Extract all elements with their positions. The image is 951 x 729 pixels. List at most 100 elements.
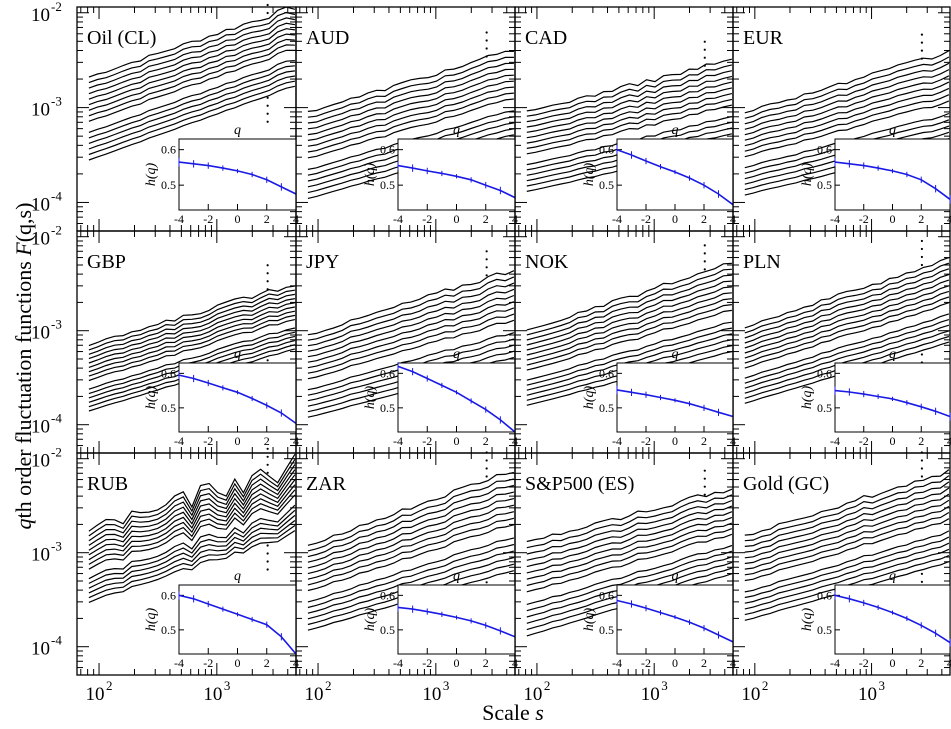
inset-y-tick-label: 0.5 [161, 401, 176, 415]
fq-curve [526, 516, 733, 574]
fq-curve [744, 469, 950, 536]
y-tick-label: 10 [31, 639, 50, 660]
fq-curve [88, 306, 296, 368]
inset-x-tick-label: 4 [947, 212, 951, 226]
fq-curve [526, 304, 732, 366]
fq-curve [307, 478, 515, 552]
inset-x-tick-label: -4 [830, 434, 840, 448]
inset-y-label: h(q) [582, 608, 597, 632]
x-tick-exponent: 2 [762, 678, 769, 693]
panel-pln: PLN q h(q)0.6 0.5 -4 -2 0 2 4 [732, 230, 951, 454]
end-dot [920, 49, 924, 52]
x-tick-exponent: 3 [443, 678, 450, 693]
inset-y-tick-label: 0.6 [599, 588, 614, 602]
x-tick-label: 10 [641, 684, 660, 705]
fq-curve [88, 75, 295, 150]
end-dot [920, 247, 924, 251]
inset-x-tick-label: -2 [641, 656, 651, 670]
fq-curve [88, 289, 295, 351]
fq-curve [526, 511, 733, 568]
end-dot [920, 451, 924, 454]
inset-x-tick-label: 0 [454, 212, 460, 226]
x-axis-title: Scale s [482, 700, 544, 725]
fq-curve [744, 530, 950, 593]
fq-curve [307, 294, 515, 358]
end-dot [485, 581, 488, 584]
inset-frame [834, 138, 951, 211]
inset-x-label: q [672, 347, 679, 362]
fq-curve [88, 28, 295, 100]
panel-ticks [733, 231, 950, 454]
panel-zar: ZAR qh(q)0.60.5-4 -2 0 2 4 [295, 451, 518, 676]
fq-curve [744, 487, 950, 553]
panel-title: RUB [87, 473, 128, 495]
y-tick-label: 10 [31, 100, 50, 121]
fq-curve [307, 498, 515, 569]
x-tick-label: 10 [858, 684, 877, 705]
inset-y-tick-label: 0.5 [599, 623, 614, 637]
inset-x-tick-label: 0 [235, 434, 241, 448]
y-tick-exponent: -4 [51, 188, 62, 203]
fq-curve [307, 504, 515, 575]
hq-inset: qh(q)0.60.5-4 -2 0 2 4 [144, 347, 299, 448]
end-dot [266, 288, 269, 291]
panel-title: Oil (CL) [87, 27, 156, 49]
fq-curve [526, 98, 733, 149]
fq-curve [526, 309, 732, 371]
y-tick-label: 10 [31, 417, 50, 438]
inset-y-tick-label: 0.6 [817, 143, 832, 157]
fq-curve [88, 484, 296, 561]
fq-curve [88, 319, 296, 382]
inset-y-label: h(q) [144, 608, 159, 632]
inset-y-label: h(q) [144, 386, 159, 410]
fq-curve [88, 17, 296, 89]
inset-x-tick-label: -2 [203, 434, 213, 448]
fq-curve [744, 511, 950, 576]
fq-curve [526, 292, 732, 356]
fq-curve [307, 484, 515, 558]
end-dot [703, 48, 706, 51]
fq-curve [88, 530, 296, 603]
inset-x-tick-label: -2 [422, 434, 432, 448]
end-dot [703, 244, 706, 247]
fq-curve [744, 493, 950, 559]
end-dot [266, 104, 269, 107]
fq-curve [307, 98, 514, 159]
fq-curve [744, 81, 950, 141]
inset-x-tick-label: -2 [859, 434, 869, 448]
y-tick-exponent: -3 [51, 317, 62, 332]
inset-frame [178, 584, 297, 655]
panel-gold-gc: Gold (GC) q h(q)0.6 0.5 -4 -2 0 2 4 [732, 451, 951, 676]
end-dot [920, 255, 924, 259]
end-dot [920, 57, 924, 60]
end-dot [266, 471, 269, 474]
inset-y-label: h(q) [363, 163, 378, 187]
hq-inset: qh(q)0.60.5-4 -2 0 2 4 [363, 569, 518, 670]
inset-x-tick-label: 0 [890, 656, 896, 670]
end-dot [920, 33, 924, 36]
fq-curve [526, 81, 733, 133]
fq-curve [744, 319, 950, 384]
fq-curve [307, 80, 514, 141]
fluctuation-curves [307, 471, 515, 631]
fq-curve [744, 330, 950, 394]
end-dot [266, 11, 269, 15]
inset-x-tick-label: 2 [918, 434, 924, 448]
inset-x-tick-label: 4 [947, 656, 951, 670]
fq-curve [526, 262, 732, 331]
end-dot [920, 41, 924, 44]
fq-curve [526, 268, 732, 336]
end-dot [266, 272, 269, 275]
inset-x-tick-label: 2 [701, 656, 707, 670]
end-dot [703, 40, 706, 43]
fq-curve [526, 333, 733, 391]
inset-x-tick-label: -4 [612, 434, 622, 448]
fq-curve [88, 469, 296, 546]
fq-curve [307, 68, 514, 130]
hq-inset: qh(q)0.60.5-4 -2 0 2 4 [144, 569, 299, 670]
q2-gap-curve [307, 103, 515, 165]
panel-title: ZAR [306, 473, 347, 495]
inset-x-tick-label: -4 [612, 656, 622, 670]
